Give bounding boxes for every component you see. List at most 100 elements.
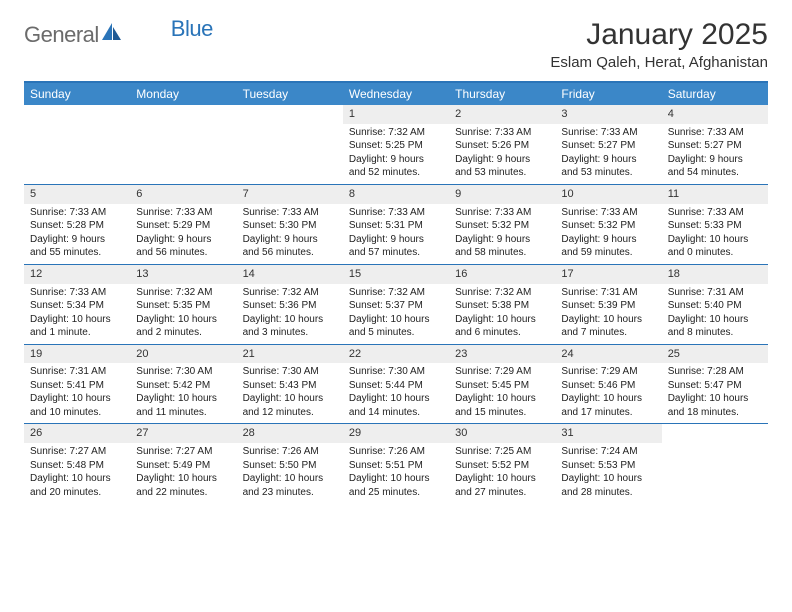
sunrise-line: Sunrise: 7:32 AM: [349, 286, 443, 300]
calendar-day: 27Sunrise: 7:27 AMSunset: 5:49 PMDayligh…: [130, 424, 236, 503]
calendar-day: 12Sunrise: 7:33 AMSunset: 5:34 PMDayligh…: [24, 265, 130, 344]
day-details: Sunrise: 7:33 AMSunset: 5:33 PMDaylight:…: [662, 204, 768, 264]
daylight-line: Daylight: 10 hours and 3 minutes.: [243, 313, 337, 340]
sunrise-line: Sunrise: 7:33 AM: [30, 206, 124, 220]
sunset-line: Sunset: 5:50 PM: [243, 459, 337, 473]
daylight-line: Daylight: 10 hours and 20 minutes.: [30, 472, 124, 499]
brand-general: General: [24, 22, 99, 48]
day-details: Sunrise: 7:33 AMSunset: 5:32 PMDaylight:…: [449, 204, 555, 264]
calendar-day: 11Sunrise: 7:33 AMSunset: 5:33 PMDayligh…: [662, 185, 768, 264]
daylight-line: Daylight: 10 hours and 18 minutes.: [668, 392, 762, 419]
sunset-line: Sunset: 5:48 PM: [30, 459, 124, 473]
sunrise-line: Sunrise: 7:25 AM: [455, 445, 549, 459]
sunset-line: Sunset: 5:42 PM: [136, 379, 230, 393]
sunset-line: Sunset: 5:47 PM: [668, 379, 762, 393]
daylight-line: Daylight: 10 hours and 7 minutes.: [561, 313, 655, 340]
sunrise-line: Sunrise: 7:27 AM: [30, 445, 124, 459]
daylight-line: Daylight: 10 hours and 1 minute.: [30, 313, 124, 340]
day-number: 31: [555, 424, 661, 443]
day-header: Friday: [555, 83, 661, 105]
sunrise-line: Sunrise: 7:33 AM: [30, 286, 124, 300]
sunset-line: Sunset: 5:26 PM: [455, 139, 549, 153]
sunrise-line: Sunrise: 7:32 AM: [243, 286, 337, 300]
day-details: Sunrise: 7:33 AMSunset: 5:31 PMDaylight:…: [343, 204, 449, 264]
daylight-line: Daylight: 10 hours and 23 minutes.: [243, 472, 337, 499]
sunrise-line: Sunrise: 7:30 AM: [243, 365, 337, 379]
sunrise-line: Sunrise: 7:33 AM: [136, 206, 230, 220]
day-details: Sunrise: 7:33 AMSunset: 5:34 PMDaylight:…: [24, 284, 130, 344]
month-title: January 2025: [550, 18, 768, 52]
sunset-line: Sunset: 5:28 PM: [30, 219, 124, 233]
calendar-day: 10Sunrise: 7:33 AMSunset: 5:32 PMDayligh…: [555, 185, 661, 264]
daylight-line: Daylight: 10 hours and 12 minutes.: [243, 392, 337, 419]
day-details: Sunrise: 7:31 AMSunset: 5:41 PMDaylight:…: [24, 363, 130, 423]
day-details: Sunrise: 7:24 AMSunset: 5:53 PMDaylight:…: [555, 443, 661, 503]
sunrise-line: Sunrise: 7:31 AM: [668, 286, 762, 300]
sunset-line: Sunset: 5:51 PM: [349, 459, 443, 473]
calendar-day-empty: [237, 105, 343, 184]
daylight-line: Daylight: 10 hours and 10 minutes.: [30, 392, 124, 419]
day-number: 10: [555, 185, 661, 204]
calendar-day: 26 Sunrise: 7:27 AMSunset: 5:48 PMDayligh…: [24, 424, 130, 503]
sunrise-line: Sunrise: 7:32 AM: [136, 286, 230, 300]
day-details: Sunrise: 7:32 AMSunset: 5:38 PMDaylight:…: [449, 284, 555, 344]
day-number: 19: [24, 345, 130, 364]
day-details: Sunrise: 7:32 AMSunset: 5:25 PMDaylight:…: [343, 124, 449, 184]
calendar-day: 23Sunrise: 7:29 AMSunset: 5:45 PMDayligh…: [449, 345, 555, 424]
sunrise-line: Sunrise: 7:27 AM: [136, 445, 230, 459]
day-number: 8: [343, 185, 449, 204]
day-details: Sunrise: 7:33 AMSunset: 5:26 PMDaylight:…: [449, 124, 555, 184]
day-number: 14: [237, 265, 343, 284]
day-details: Sunrise: 7:32 AMSunset: 5:35 PMDaylight:…: [130, 284, 236, 344]
sunset-line: Sunset: 5:30 PM: [243, 219, 337, 233]
calendar-day: 22Sunrise: 7:30 AMSunset: 5:44 PMDayligh…: [343, 345, 449, 424]
sunrise-line: Sunrise: 7:33 AM: [668, 126, 762, 140]
sunrise-line: Sunrise: 7:33 AM: [561, 126, 655, 140]
daylight-line: Daylight: 9 hours and 57 minutes.: [349, 233, 443, 260]
sunrise-line: Sunrise: 7:33 AM: [243, 206, 337, 220]
sunrise-line: Sunrise: 7:32 AM: [349, 126, 443, 140]
calendar-day: 18Sunrise: 7:31 AMSunset: 5:40 PMDayligh…: [662, 265, 768, 344]
sunrise-line: Sunrise: 7:28 AM: [668, 365, 762, 379]
sunrise-line: Sunrise: 7:31 AM: [30, 365, 124, 379]
daylight-line: Daylight: 9 hours and 55 minutes.: [30, 233, 124, 260]
calendar-day-empty: [130, 105, 236, 184]
day-details: Sunrise: 7:33 AMSunset: 5:27 PMDaylight:…: [662, 124, 768, 184]
day-number: 18: [662, 265, 768, 284]
header-row: General Blue January 2025 Eslam Qaleh, H…: [24, 18, 768, 75]
day-number: 26: [24, 424, 130, 443]
daylight-line: Daylight: 10 hours and 0 minutes.: [668, 233, 762, 260]
day-number: 9: [449, 185, 555, 204]
daylight-line: Daylight: 9 hours and 58 minutes.: [455, 233, 549, 260]
day-details: Sunrise: 7:33 AMSunset: 5:30 PMDaylight:…: [237, 204, 343, 264]
day-number: 25: [662, 345, 768, 364]
daylight-line: Daylight: 10 hours and 28 minutes.: [561, 472, 655, 499]
day-number: 22: [343, 345, 449, 364]
day-header: Tuesday: [237, 83, 343, 105]
calendar-day: 3Sunrise: 7:33 AMSunset: 5:27 PMDaylight…: [555, 105, 661, 184]
day-number: 15: [343, 265, 449, 284]
sunrise-line: Sunrise: 7:30 AM: [136, 365, 230, 379]
sunrise-line: Sunrise: 7:24 AM: [561, 445, 655, 459]
day-number: 20: [130, 345, 236, 364]
sunset-line: Sunset: 5:39 PM: [561, 299, 655, 313]
sunset-line: Sunset: 5:45 PM: [455, 379, 549, 393]
calendar-week: 5Sunrise: 7:33 AMSunset: 5:28 PMDaylight…: [24, 184, 768, 264]
daylight-line: Daylight: 10 hours and 15 minutes.: [455, 392, 549, 419]
daylight-line: Daylight: 10 hours and 11 minutes.: [136, 392, 230, 419]
day-header-row: SundayMondayTuesdayWednesdayThursdayFrid…: [24, 83, 768, 105]
sunset-line: Sunset: 5:36 PM: [243, 299, 337, 313]
day-details: Sunrise: 7:26 AMSunset: 5:50 PMDaylight:…: [237, 443, 343, 503]
calendar-day: 5Sunrise: 7:33 AMSunset: 5:28 PMDaylight…: [24, 185, 130, 264]
calendar-day: 31Sunrise: 7:24 AMSunset: 5:53 PMDayligh…: [555, 424, 661, 503]
brand-blue: Blue: [171, 16, 213, 42]
sunset-line: Sunset: 5:49 PM: [136, 459, 230, 473]
sunset-line: Sunset: 5:25 PM: [349, 139, 443, 153]
day-header: Sunday: [24, 83, 130, 105]
day-details: Sunrise: 7:27 AMSunset: 5:49 PMDaylight:…: [130, 443, 236, 503]
day-header: Thursday: [449, 83, 555, 105]
day-header: Wednesday: [343, 83, 449, 105]
calendar-day: 9Sunrise: 7:33 AMSunset: 5:32 PMDaylight…: [449, 185, 555, 264]
day-details: Sunrise: 7:26 AMSunset: 5:51 PMDaylight:…: [343, 443, 449, 503]
day-header: Saturday: [662, 83, 768, 105]
